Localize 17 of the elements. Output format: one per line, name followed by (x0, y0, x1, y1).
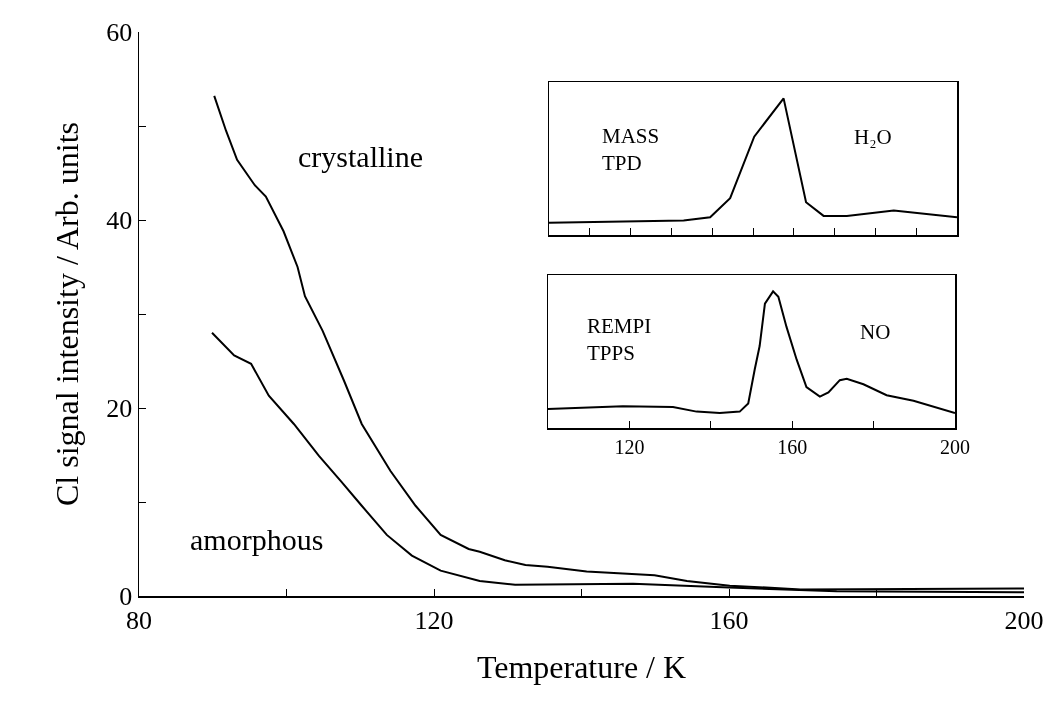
x-tick-label: 160 (777, 435, 808, 458)
y-axis-title: Cl signal intensity / Arb. units (48, 121, 85, 507)
annotation: crystalline (298, 140, 423, 173)
y-tick-label: 20 (106, 394, 133, 424)
annotation: H₂O (854, 125, 892, 149)
x-tick-label: 120 (414, 605, 454, 635)
x-tick-label: 120 (614, 435, 645, 458)
x-tick-label: 200 (1004, 605, 1044, 635)
annotation: REMPI TPPS (587, 314, 652, 366)
annotation: NO (860, 320, 891, 344)
y-tick-label: 60 (106, 18, 133, 48)
x-tick-label: 200 (940, 435, 970, 458)
annotation: MASS TPD (602, 124, 660, 176)
x-axis-title: Temperature / K (476, 649, 687, 686)
annotation: amorphous (190, 523, 324, 556)
y-tick-label: 40 (106, 206, 133, 236)
x-tick-label: 160 (709, 605, 749, 635)
